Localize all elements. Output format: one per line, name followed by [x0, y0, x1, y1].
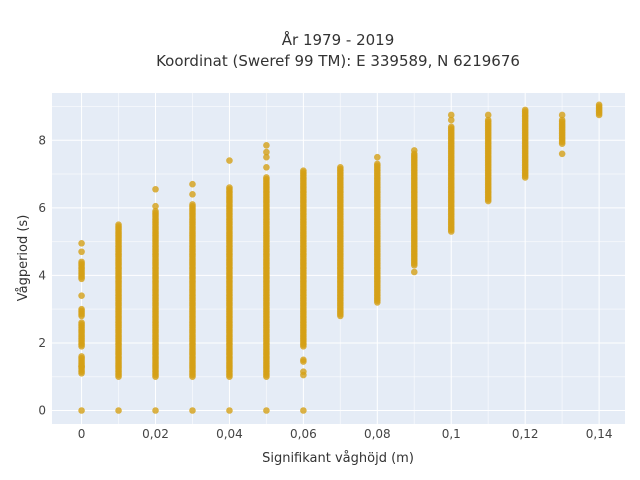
data-point [78, 240, 85, 247]
x-tick-label: 0,08 [364, 427, 391, 441]
data-point [189, 180, 196, 188]
y-tick-label: 8 [38, 133, 46, 147]
data-point [447, 116, 455, 124]
data-point [189, 407, 196, 414]
data-point [263, 174, 270, 181]
data-point [595, 101, 603, 109]
chart-title-line-1: År 1979 - 2019 [282, 30, 395, 49]
data-point [226, 407, 233, 414]
data-point [226, 184, 233, 191]
chart-title-line-2: Koordinat (Sweref 99 TM): E 339589, N 62… [156, 52, 520, 70]
data-point [152, 202, 159, 210]
data-point [189, 191, 196, 198]
y-tick-label: 4 [38, 268, 46, 282]
y-axis-title: Vågperiod (s) [16, 215, 31, 302]
x-tick-label: 0,06 [290, 427, 317, 441]
data-point [558, 150, 566, 158]
data-point [115, 221, 122, 229]
data-point [263, 148, 270, 156]
data-point [263, 164, 270, 171]
data-point [484, 111, 492, 119]
x-axis-ticks: 0 0,02 0,04 0,06 0,08 0,1 0,12 0,14 [78, 427, 613, 441]
data-point [521, 106, 529, 114]
x-tick-label: 0,02 [142, 427, 169, 441]
data-point [558, 111, 566, 119]
y-tick-label: 2 [38, 336, 46, 350]
x-tick-label: 0,04 [216, 427, 243, 441]
y-tick-label: 0 [38, 403, 46, 417]
data-point [300, 356, 307, 364]
y-tick-label: 6 [38, 201, 46, 215]
data-point [78, 292, 85, 299]
data-point [189, 201, 196, 208]
data-point [78, 305, 85, 313]
data-point [263, 142, 270, 149]
data-point [558, 116, 566, 124]
data-point [152, 185, 159, 193]
data-points [78, 101, 603, 414]
data-point [374, 160, 381, 168]
data-point [300, 167, 307, 174]
data-point [374, 153, 381, 161]
data-point [263, 407, 270, 414]
data-point [410, 268, 418, 276]
data-point [410, 147, 418, 154]
data-point [337, 164, 344, 171]
data-point [300, 407, 307, 414]
x-tick-label: 0,14 [586, 427, 613, 441]
data-point [152, 207, 159, 215]
x-tick-label: 0,1 [442, 427, 461, 441]
y-axis-ticks: 0 2 4 6 8 [38, 133, 46, 417]
data-point [152, 407, 159, 414]
data-point [78, 319, 85, 326]
data-point [78, 258, 85, 266]
x-tick-label: 0,12 [512, 427, 539, 441]
data-point [447, 111, 455, 119]
data-point [115, 407, 122, 414]
data-point [78, 363, 85, 370]
data-point [78, 353, 85, 360]
data-point [78, 248, 85, 256]
data-point [263, 153, 270, 161]
data-point [484, 116, 492, 124]
x-axis-title: Signifikant våghöjd (m) [262, 451, 414, 466]
data-point [226, 157, 233, 164]
data-point [300, 368, 307, 375]
data-point [447, 123, 455, 131]
data-point [78, 407, 85, 414]
x-tick-label: 0 [78, 427, 86, 441]
